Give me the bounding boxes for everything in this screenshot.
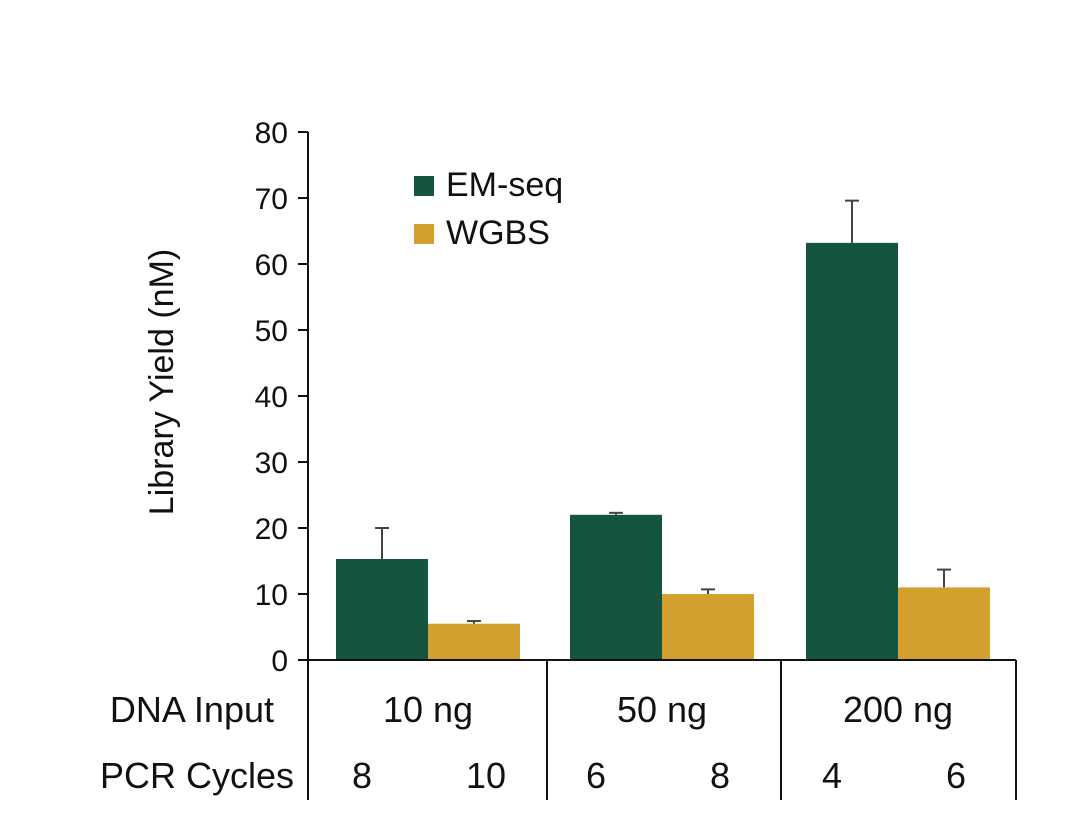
pcr-cycles-em-seq: 6 [586, 755, 606, 796]
legend-label-em-seq: EM-seq [446, 166, 563, 204]
legend-swatch-wgbs [414, 224, 434, 244]
legend: EM-seq WGBS [414, 166, 563, 252]
category-table: DNA Input PCR Cycles 10 ng 8 10 50 ng 6 8 200 ng… [100, 660, 1017, 800]
x-category-label: 10 ng [383, 689, 473, 730]
y-tick-label: 80 [255, 117, 288, 150]
legend-label-wgbs: WGBS [446, 214, 550, 252]
x-category-label: 50 ng [617, 689, 707, 730]
pcr-cycles-em-seq: 4 [822, 755, 842, 796]
y-axis: 0 10 20 30 40 50 60 70 80 [255, 117, 309, 678]
x-category-label: 200 ng [843, 689, 953, 730]
bars [308, 199, 1016, 661]
y-tick-label: 0 [271, 645, 288, 678]
y-tick-label: 60 [255, 249, 288, 282]
row-title-pcr-cycles: PCR Cycles [100, 755, 294, 796]
legend-swatch-em-seq [414, 176, 434, 196]
pcr-cycles-em-seq: 8 [352, 755, 372, 796]
bar-wgbs-3 [898, 587, 990, 660]
bar-em-seq-1 [336, 559, 428, 660]
bar-wgbs-1 [428, 623, 520, 660]
y-tick-label: 30 [255, 447, 288, 480]
row-title-dna-input: DNA Input [110, 689, 274, 730]
bar-wgbs-2 [662, 594, 754, 660]
y-tick-label: 20 [255, 513, 288, 546]
pcr-cycles-wgbs: 10 [466, 755, 506, 796]
bar-em-seq-3 [806, 242, 898, 660]
y-tick-label: 50 [255, 315, 288, 348]
y-tick-label: 10 [255, 579, 288, 612]
y-tick-label: 70 [255, 183, 288, 216]
pcr-cycles-wgbs: 8 [710, 755, 730, 796]
pcr-cycles-wgbs: 6 [946, 755, 966, 796]
y-tick-label: 40 [255, 381, 288, 414]
bar-em-seq-2 [570, 514, 662, 660]
y-axis-label: Library Yield (nM) [143, 249, 181, 515]
